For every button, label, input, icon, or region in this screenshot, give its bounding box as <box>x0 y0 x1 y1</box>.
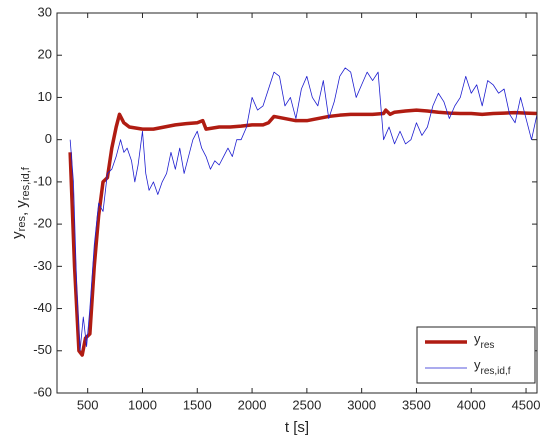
x-tick-label: 2000 <box>238 397 267 412</box>
y-axis-label: yres, yres,id,f <box>9 166 32 239</box>
y-tick-label: -20 <box>33 216 52 231</box>
legend-sub: res <box>481 340 495 351</box>
y-axis-label-sub: res,id,f <box>20 166 32 200</box>
legend-label: yres <box>474 331 494 350</box>
line-series <box>69 67 538 352</box>
y-tick-label: -40 <box>33 300 52 315</box>
y-tick-label: -10 <box>33 173 52 188</box>
legend-name: y <box>474 357 481 372</box>
x-axis-label: t [s] <box>285 419 309 436</box>
legend-box <box>416 326 536 384</box>
x-tick-label: 1000 <box>128 397 157 412</box>
axes-box <box>56 12 538 394</box>
legend-sub: res,id,f <box>481 366 511 377</box>
y-axis-label-sub: res <box>16 216 28 232</box>
y-tick-label: -30 <box>33 258 52 273</box>
y-axis-label-part: , y <box>13 200 30 216</box>
x-tick-label: 3500 <box>402 397 431 412</box>
x-tick-label: 4500 <box>512 397 541 412</box>
y-tick-label: -60 <box>33 384 52 399</box>
x-tick-label: 4000 <box>457 397 486 412</box>
y-tick-label: -50 <box>33 342 52 357</box>
y-axis-label-part: y <box>9 231 26 239</box>
legend-name: y <box>474 331 481 346</box>
x-tick-label: 2500 <box>292 397 321 412</box>
y-tick-label: 10 <box>38 89 52 104</box>
x-tick-label: 1500 <box>183 397 212 412</box>
y-tick-label: 30 <box>38 4 52 19</box>
legend-label: yres,id,f <box>474 357 511 376</box>
x-tick-label: 3000 <box>347 397 376 412</box>
y-tick-label: 20 <box>38 47 52 62</box>
y-tick-label: 0 <box>45 131 52 146</box>
x-tick-label: 500 <box>77 397 99 412</box>
